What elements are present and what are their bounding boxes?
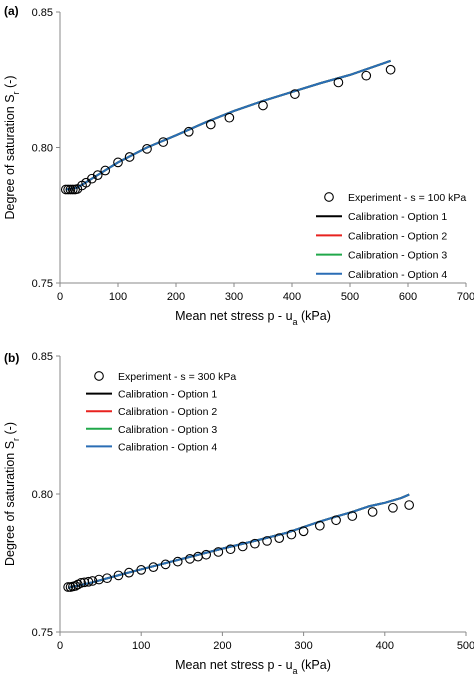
x-tick-label: 100 (132, 640, 150, 652)
legend-label: Experiment - s = 300 kPa (118, 371, 236, 383)
series-line-option-1 (67, 493, 410, 589)
data-point (142, 144, 152, 154)
legend-label: Calibration - Option 4 (118, 441, 217, 453)
x-tick-label: 200 (213, 640, 231, 652)
panel-label: (a) (4, 4, 19, 18)
x-axis-label: Mean net stress p - ua (kPa) (175, 658, 331, 674)
series-line-option-3 (67, 493, 410, 589)
data-point (185, 554, 195, 564)
x-tick-label: 100 (109, 291, 127, 303)
data-point (224, 112, 235, 123)
data-point (148, 562, 159, 572)
x-tick-label: 300 (225, 291, 243, 303)
data-point (124, 567, 134, 578)
legend: Experiment - s = 300 kPa Calibration - Op… (86, 371, 236, 453)
x-tick-label: 400 (283, 291, 301, 303)
y-tick-label: 0.80 (32, 489, 53, 501)
data-point (136, 565, 147, 575)
data-point (314, 520, 325, 531)
data-point (60, 184, 71, 195)
chart-panel-1: (a) 0 100 200 300 400 500 600 700 0.75 0.80 0.85 Mea… (3, 4, 474, 327)
x-tick-label: 0 (57, 291, 63, 303)
data-point (361, 70, 372, 81)
y-axis-label: Degree of saturation Sr (-) (3, 75, 21, 219)
data-point (65, 184, 76, 195)
data-point (102, 573, 112, 584)
data-point (250, 538, 260, 549)
data-point (262, 536, 272, 546)
data-point (213, 547, 224, 557)
data-point (193, 551, 203, 562)
legend-label: Calibration - Option 4 (348, 269, 447, 281)
data-point (404, 500, 415, 510)
x-tick-label: 500 (341, 291, 359, 303)
data-point (286, 529, 297, 540)
data-point (290, 89, 300, 99)
data-point (83, 576, 94, 587)
legend-label: Experiment - s = 100 kPa (348, 192, 466, 204)
x-tick-label: 200 (167, 291, 185, 303)
data-point (172, 556, 183, 567)
data-point (87, 173, 97, 184)
data-point (183, 126, 194, 137)
x-tick-label: 300 (294, 640, 312, 652)
data-point (258, 100, 268, 111)
y-tick-label: 0.85 (32, 351, 53, 363)
legend-label: Calibration - Option 1 (348, 211, 447, 223)
y-tick-label: 0.75 (32, 627, 53, 639)
y-axis-label: Degree of saturation Sr (-) (3, 422, 21, 566)
x-axis-label: Mean net stress p - ua (kPa) (175, 309, 331, 327)
legend-label: Calibration - Option 2 (118, 406, 217, 418)
data-point (274, 533, 285, 544)
series-line-option-4 (67, 493, 410, 589)
series-line-option-4 (65, 59, 391, 191)
data-point (76, 578, 86, 588)
data-point (113, 570, 124, 581)
data-point (333, 77, 344, 88)
x-tick-label: 600 (399, 291, 417, 303)
data-point (67, 184, 78, 195)
y-tick-label: 0.80 (32, 143, 53, 155)
legend-label: Calibration - Option 3 (118, 424, 217, 436)
x-tick-label: 500 (457, 640, 474, 652)
series-line-option-2 (67, 493, 410, 589)
data-point (158, 137, 169, 147)
data-point (113, 157, 123, 168)
data-point (124, 152, 135, 162)
y-tick-label: 0.85 (32, 7, 53, 19)
data-point (225, 544, 236, 555)
panel-label: (b) (4, 351, 19, 365)
data-point (92, 170, 103, 180)
data-point (160, 559, 171, 570)
data-point (331, 515, 341, 526)
legend-marker-experiment (94, 371, 104, 381)
legend: Experiment - s = 100 kPa Calibration - Op… (316, 192, 466, 281)
data-point (367, 507, 378, 517)
data-point (63, 184, 73, 195)
x-tick-label: 400 (376, 640, 394, 652)
data-point (100, 165, 111, 176)
data-point (385, 64, 396, 75)
data-point (388, 502, 398, 513)
x-tick-label: 0 (57, 640, 63, 652)
data-point (347, 511, 358, 521)
legend-marker-experiment (324, 192, 334, 202)
y-tick-label: 0.75 (32, 278, 53, 290)
data-point (63, 582, 73, 592)
legend-label: Calibration - Option 2 (348, 230, 447, 242)
x-tick-label: 700 (457, 291, 474, 303)
legend-label: Calibration - Option 3 (348, 250, 447, 262)
legend-label: Calibration - Option 1 (118, 389, 217, 401)
data-point (87, 576, 98, 586)
chart-panel-2: (b) 0 100 200 300 400 500 0.75 0.80 0.85 Mean net … (3, 351, 474, 674)
data-point (201, 549, 212, 560)
data-point (205, 119, 216, 130)
data-point (298, 526, 309, 537)
data-point (70, 581, 81, 591)
data-point (237, 541, 248, 552)
